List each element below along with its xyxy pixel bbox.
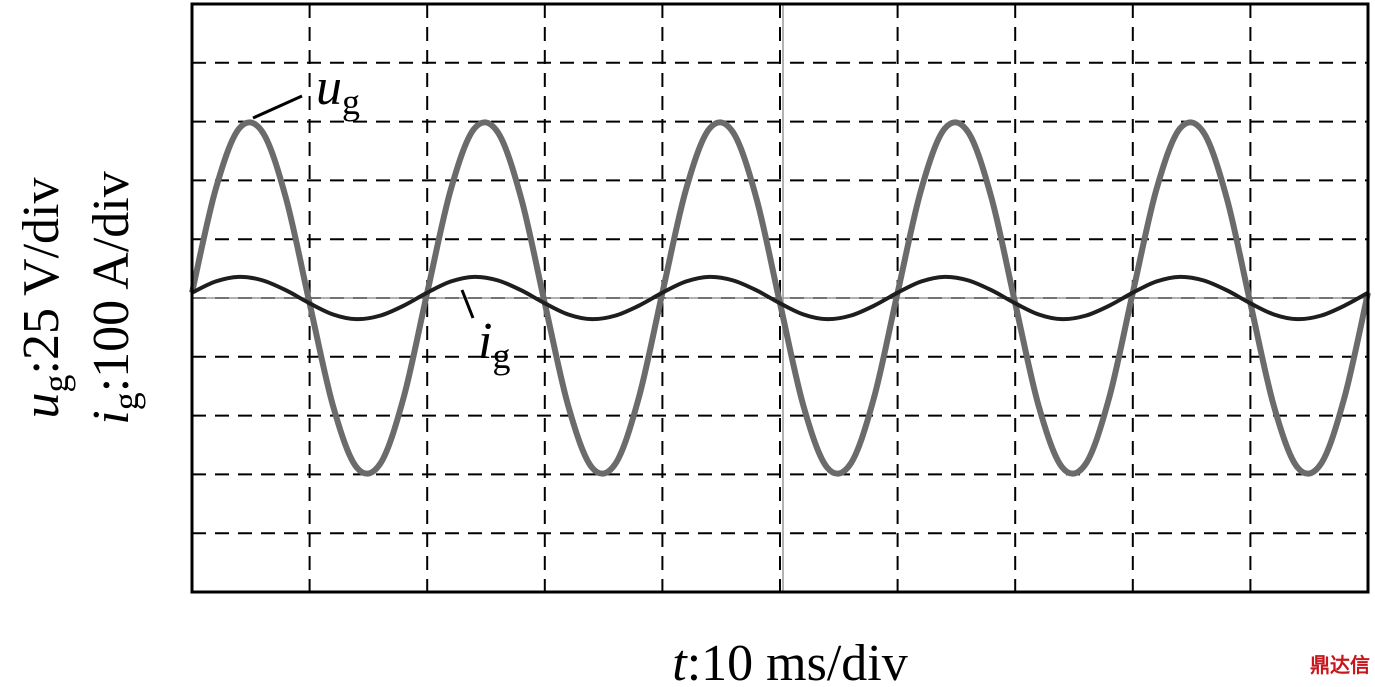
y-label: ug:25 V/div [13,178,76,419]
y-label-text: :100 A/div [83,171,140,392]
y-label-symbol: u [13,392,70,418]
x-label: t:10 ms/div [672,635,907,687]
annotation-symbol: i [478,313,492,370]
curves [189,119,1371,477]
y-label: ig:100 A/div [83,171,146,424]
y-label-symbol: i [83,410,140,424]
annotation-leader [460,289,475,319]
annotation-subscript: g [492,336,510,376]
annotation-symbol: u [316,59,342,116]
waveform [191,274,1369,322]
watermark: 鼎达信 [1310,653,1370,677]
plot-frame [190,2,1370,594]
x-label-text: :10 ms/div [687,635,908,687]
annotation-leader [252,94,303,120]
y-label-text: :25 V/div [13,178,70,375]
y-label-subscript: g [106,392,146,410]
x-label-symbol: t [672,635,688,687]
annotation: ug [316,59,360,122]
annotation: ig [478,313,510,376]
y-label-subscript: g [36,374,76,392]
annotation-subscript: g [342,82,360,122]
